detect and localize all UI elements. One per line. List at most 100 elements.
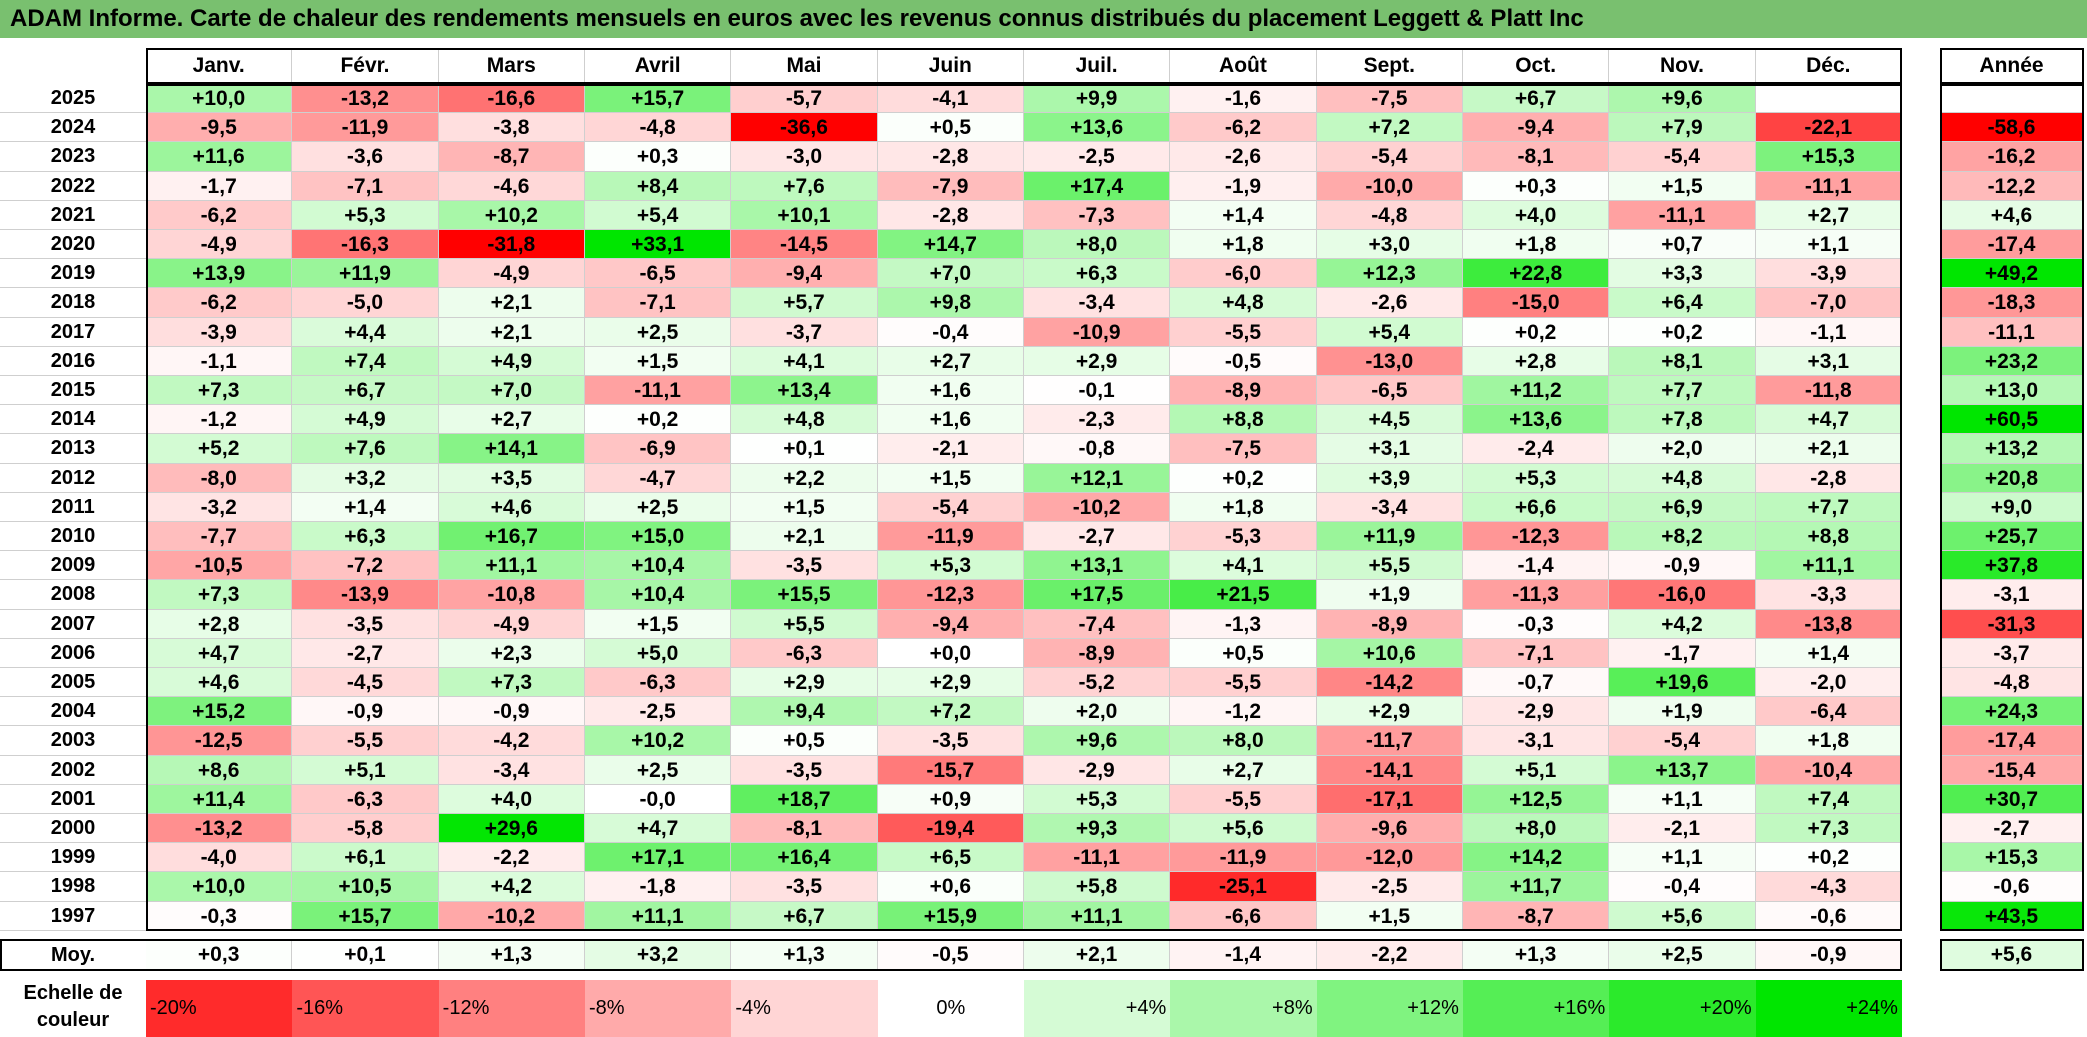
heatmap-cell: +1,8 xyxy=(1170,230,1317,260)
heatmap-cell: +4,7 xyxy=(146,638,293,668)
heatmap-cell: -3,9 xyxy=(146,317,293,347)
annual-cell: -31,3 xyxy=(1940,609,2084,639)
heatmap-cell: -2,0 xyxy=(1755,668,1902,698)
annual-cell: -16,2 xyxy=(1940,142,2084,172)
heatmap-cell: +9,8 xyxy=(877,288,1024,318)
heatmap-cell: +13,9 xyxy=(146,259,293,289)
heatmap-cell: +8,8 xyxy=(1170,405,1317,435)
annual-cell: +23,2 xyxy=(1940,346,2084,376)
average-cell: +0,1 xyxy=(292,938,439,971)
heatmap-cell: +12,3 xyxy=(1316,259,1463,289)
heatmap-cell: -11,7 xyxy=(1316,726,1463,756)
heatmap-cell: -5,3 xyxy=(1170,522,1317,552)
heatmap-cell: +4,2 xyxy=(438,872,585,902)
heatmap-cell: -3,6 xyxy=(292,142,439,172)
heatmap-cell: -1,2 xyxy=(146,405,293,435)
heatmap-cell: -2,5 xyxy=(1023,142,1171,172)
heatmap-cell: -3,4 xyxy=(1316,492,1463,522)
heatmap-cell: -2,8 xyxy=(877,200,1024,230)
year-label: 2019 xyxy=(0,259,146,289)
heatmap-cell: -13,0 xyxy=(1316,346,1463,376)
heatmap-cell: -8,9 xyxy=(1170,376,1317,406)
average-cell: +0,3 xyxy=(146,938,293,971)
heatmap-cell: -8,1 xyxy=(1462,142,1610,172)
heatmap-cell: +6,5 xyxy=(877,843,1024,873)
annual-cell: +13,0 xyxy=(1940,376,2084,406)
heatmap-cell: -14,5 xyxy=(731,230,878,260)
month-header: Nov. xyxy=(1609,48,1756,84)
heatmap-cell: +3,5 xyxy=(438,463,585,493)
heatmap-cell: +7,6 xyxy=(731,171,878,201)
heatmap-cell: -36,6 xyxy=(731,113,878,143)
heatmap-cell: +1,9 xyxy=(1609,697,1756,727)
annual-cell: +30,7 xyxy=(1940,784,2084,814)
heatmap-cell: -1,8 xyxy=(584,872,732,902)
heatmap-cell: +6,3 xyxy=(292,522,439,552)
legend-stop: +4% xyxy=(1023,980,1171,1037)
annual-cell: +43,5 xyxy=(1940,901,2084,931)
heatmap-cell: +2,2 xyxy=(731,463,878,493)
heatmap-cell: +6,4 xyxy=(1609,288,1756,318)
heatmap-cell: +0,1 xyxy=(731,434,878,464)
heatmap-cell: +18,7 xyxy=(731,784,878,814)
heatmap-cell: -9,4 xyxy=(1462,113,1610,143)
legend-stop: -16% xyxy=(292,980,439,1037)
annual-cell: +9,0 xyxy=(1940,492,2084,522)
heatmap-cell: -5,7 xyxy=(731,84,878,114)
heatmap-cell: +0,7 xyxy=(1609,230,1756,260)
heatmap-cell: +13,6 xyxy=(1462,405,1610,435)
year-label: 2006 xyxy=(0,639,146,668)
heatmap-cell: +3,1 xyxy=(1755,346,1902,376)
heatmap-cell xyxy=(1755,84,1902,114)
heatmap-cell: +5,8 xyxy=(1023,872,1171,902)
heatmap-cell: +0,2 xyxy=(1170,463,1317,493)
heatmap-cell: -7,5 xyxy=(1170,434,1317,464)
heatmap-cell: +2,9 xyxy=(731,668,878,698)
heatmap-cell: +5,6 xyxy=(1170,814,1317,844)
heatmap-cell: -1,2 xyxy=(1170,697,1317,727)
heatmap-cell: -25,1 xyxy=(1170,872,1317,902)
heatmap-cell: +6,7 xyxy=(731,901,878,931)
heatmap-cell: -7,1 xyxy=(292,171,439,201)
heatmap-cell: +10,1 xyxy=(731,200,878,230)
heatmap-cell: -6,2 xyxy=(1170,113,1317,143)
heatmap-cell: -31,8 xyxy=(438,230,585,260)
heatmap-cell: -5,2 xyxy=(1023,668,1171,698)
heatmap-cell: +1,8 xyxy=(1462,230,1610,260)
heatmap-cell: -19,4 xyxy=(877,814,1024,844)
year-label: 2002 xyxy=(0,756,146,785)
heatmap-cell: +13,1 xyxy=(1023,551,1171,581)
year-label: 2007 xyxy=(0,610,146,639)
heatmap-cell: -13,9 xyxy=(292,580,439,610)
heatmap-cell: -22,1 xyxy=(1755,113,1902,143)
heatmap-cell: +0,3 xyxy=(584,142,732,172)
heatmap-cell: +2,1 xyxy=(731,522,878,552)
heatmap-cell: +15,9 xyxy=(877,901,1024,931)
heatmap-cell: +2,8 xyxy=(146,609,293,639)
heatmap-cell: -11,1 xyxy=(1023,843,1171,873)
heatmap-cell: +9,6 xyxy=(1609,84,1756,114)
heatmap-cell: -1,1 xyxy=(146,346,293,376)
heatmap-cell: +4,5 xyxy=(1316,405,1463,435)
heatmap-cell: +2,5 xyxy=(584,492,732,522)
heatmap-cell: -3,3 xyxy=(1755,580,1902,610)
annual-cell: -15,4 xyxy=(1940,755,2084,785)
heatmap-cell: +0,9 xyxy=(877,784,1024,814)
annual-cell: +15,3 xyxy=(1940,843,2084,873)
year-label: 1998 xyxy=(0,872,146,902)
heatmap-cell: +1,8 xyxy=(1755,726,1902,756)
heatmap-cell: +1,1 xyxy=(1609,843,1756,873)
heatmap-cell: -10,0 xyxy=(1316,171,1463,201)
heatmap-cell: +7,3 xyxy=(146,376,293,406)
heatmap-cell: +2,5 xyxy=(584,317,732,347)
heatmap-cell: +2,5 xyxy=(584,755,732,785)
heatmap-cell: -0,8 xyxy=(1023,434,1171,464)
heatmap-cell: +11,1 xyxy=(584,901,732,931)
heatmap-cell: -1,7 xyxy=(146,171,293,201)
heatmap-cell: +4,8 xyxy=(1170,288,1317,318)
year-label: 1999 xyxy=(0,843,146,873)
heatmap-cell: +4,9 xyxy=(438,346,585,376)
heatmap-cell: -10,8 xyxy=(438,580,585,610)
heatmap-cell: +8,8 xyxy=(1755,522,1902,552)
heatmap-cell: +6,7 xyxy=(292,376,439,406)
